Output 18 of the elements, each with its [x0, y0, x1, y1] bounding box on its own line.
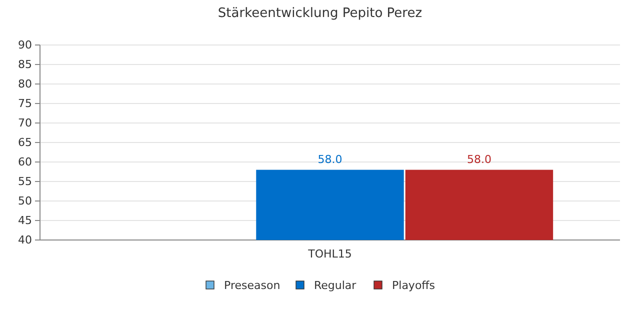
- chart-title: Stärkeentwicklung Pepito Perez: [218, 6, 422, 21]
- y-tick-label: 45: [18, 214, 32, 228]
- legend-label: Preseason: [224, 279, 280, 292]
- y-tick-label: 75: [18, 97, 32, 110]
- y-tick-label: 65: [18, 136, 32, 150]
- y-tick-label: 85: [18, 58, 32, 72]
- y-tick-label: 60: [18, 156, 32, 169]
- y-tick-label: 80: [18, 78, 32, 91]
- legend-label: Regular: [314, 279, 357, 292]
- y-tick-label: 55: [18, 175, 32, 188]
- y-tick-label: 90: [18, 38, 32, 52]
- data-label: 58.0: [466, 152, 492, 166]
- x-tick-label: TOHL15: [307, 247, 352, 260]
- y-tick-label: 40: [18, 234, 32, 247]
- data-label: 58.0: [318, 152, 342, 166]
- y-tick-label: 70: [18, 116, 32, 130]
- y-tick-label: 50: [18, 194, 32, 208]
- legend-label: Playoffs: [392, 279, 436, 292]
